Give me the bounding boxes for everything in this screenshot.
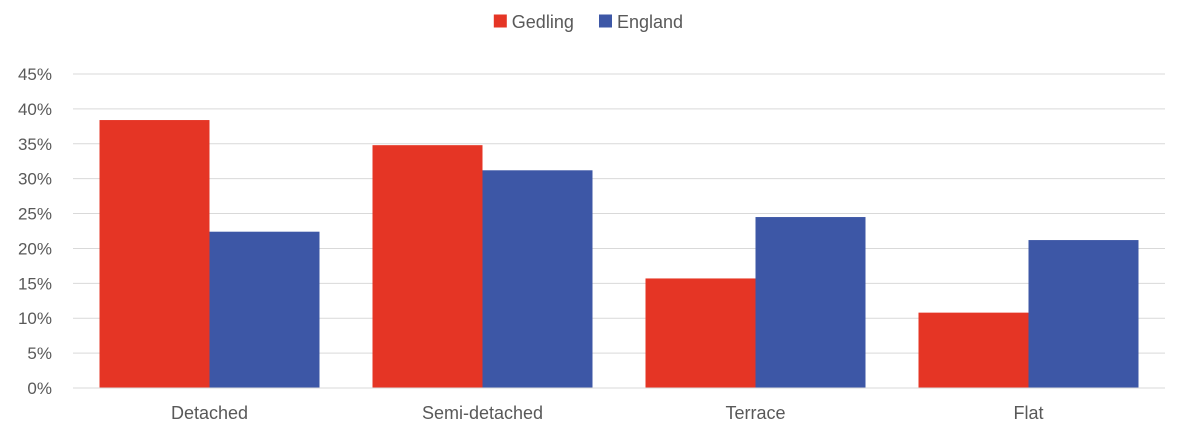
- y-tick-label: 0%: [27, 379, 52, 398]
- bar-gedling-semi-detached: [372, 145, 483, 388]
- x-category-label: Semi-detached: [422, 403, 543, 423]
- y-tick-label: 25%: [18, 205, 52, 224]
- bars: [99, 120, 1139, 388]
- x-axis-category-labels: Detached Semi-detached Terrace Flat: [171, 403, 1044, 423]
- y-tick-label: 35%: [18, 135, 52, 154]
- legend-swatch-england: [599, 14, 612, 28]
- y-tick-label: 10%: [18, 309, 52, 328]
- bar-england-detached: [209, 231, 320, 388]
- x-category-label: Flat: [1013, 403, 1043, 423]
- bar-england-semi-detached: [482, 170, 593, 388]
- legend-label-gedling: Gedling: [512, 12, 574, 32]
- y-axis-tick-labels: 0% 5% 10% 15% 20% 25% 30% 35% 40% 45%: [18, 65, 52, 398]
- y-tick-label: 15%: [18, 274, 52, 293]
- y-tick-label: 45%: [18, 65, 52, 84]
- y-tick-label: 40%: [18, 100, 52, 119]
- legend-label-england: England: [617, 12, 683, 32]
- y-tick-label: 5%: [27, 344, 52, 363]
- y-tick-label: 30%: [18, 170, 52, 189]
- legend-swatch-gedling: [493, 14, 507, 28]
- bar-england-terrace: [755, 217, 866, 388]
- bar-gedling-detached: [99, 120, 210, 388]
- legend: Gedling England: [493, 12, 683, 32]
- bar-gedling-flat: [918, 312, 1029, 388]
- bar-gedling-terrace: [645, 278, 756, 388]
- x-category-label: Terrace: [725, 403, 785, 423]
- bar-england-flat: [1028, 240, 1139, 388]
- x-category-label: Detached: [171, 403, 248, 423]
- y-tick-label: 20%: [18, 239, 52, 258]
